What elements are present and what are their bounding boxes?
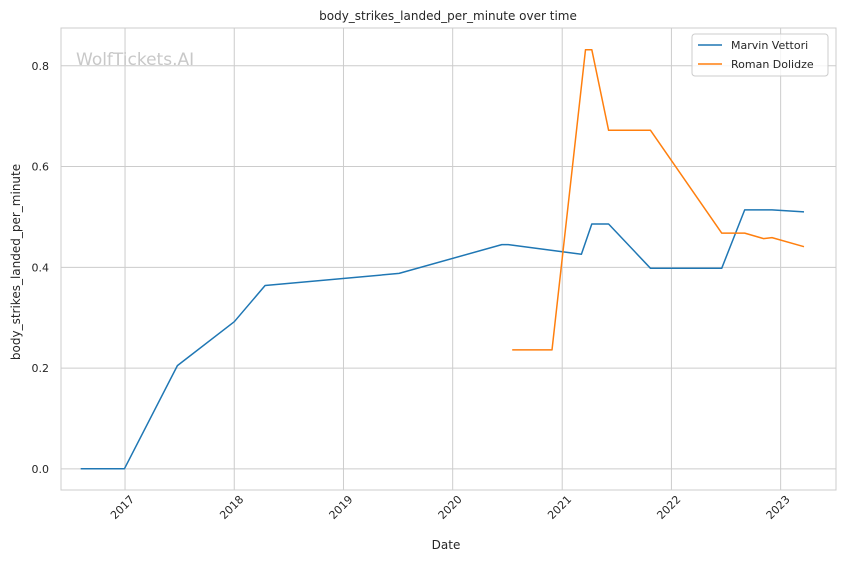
series-lines — [80, 48, 805, 470]
series-line-marvin-vettori — [80, 209, 805, 470]
x-axis-ticks: 2017 2018 2019 2020 2021 2022 2023 — [108, 493, 793, 522]
legend-label-roman-dolidze: Roman Dolidze — [731, 58, 814, 71]
y-tick-label: 0.4 — [32, 261, 50, 274]
chart-title: body_strikes_landed_per_minute over time — [319, 9, 577, 23]
legend-label-marvin-vettori: Marvin Vettori — [731, 39, 808, 52]
legend-box — [691, 33, 829, 77]
x-tick-label: 2020 — [436, 493, 465, 522]
x-tick-label: 2017 — [108, 493, 137, 522]
watermark-text: WolfTickets.AI — [76, 50, 194, 70]
y-axis-ticks: 0.0 0.2 0.4 0.6 0.8 — [32, 60, 50, 476]
x-tick-label: 2018 — [217, 493, 246, 522]
x-tick-label: 2021 — [545, 493, 574, 522]
y-tick-label: 0.8 — [32, 60, 50, 73]
plot-frame — [60, 27, 837, 491]
y-tick-label: 0.6 — [32, 161, 50, 174]
grid-lines — [61, 28, 836, 490]
y-axis-title: body_strikes_landed_per_minute — [9, 164, 23, 360]
x-tick-label: 2023 — [764, 493, 793, 522]
y-tick-label: 0.0 — [32, 463, 50, 476]
x-tick-label: 2019 — [327, 493, 356, 522]
legend: Marvin Vettori Roman Dolidze — [691, 33, 829, 77]
x-axis-title: Date — [432, 538, 461, 552]
x-tick-label: 2022 — [654, 493, 683, 522]
y-tick-label: 0.2 — [32, 362, 50, 375]
series-line-roman-dolidze — [512, 48, 805, 351]
